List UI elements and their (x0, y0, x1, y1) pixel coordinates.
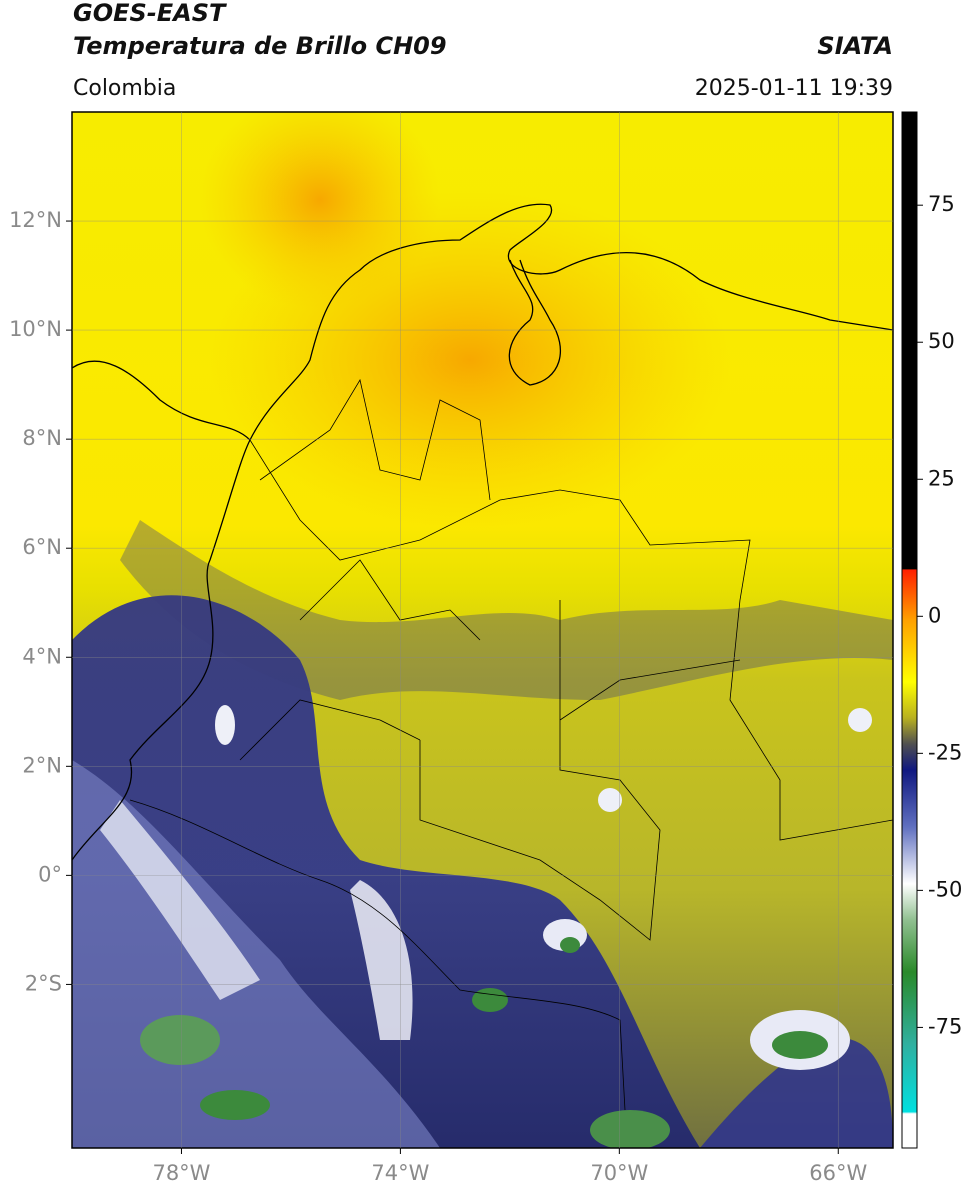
colorbar-tick-label: 50 (928, 329, 955, 353)
satellite-image (72, 112, 893, 1148)
colorbar-tick-label: -50 (928, 877, 962, 901)
colorbar-tick-label: -75 (928, 1014, 962, 1038)
colorbar-tick-label: 25 (928, 466, 955, 490)
y-tick-label: 10°N (9, 317, 62, 341)
x-tick-label: 70°W (590, 1161, 648, 1185)
y-tick-label: 2°N (22, 753, 62, 777)
colorbar (901, 111, 918, 1149)
y-tick-label: 0° (38, 862, 62, 886)
title: GOES-EAST (73, 0, 227, 27)
x-tick-label: 74°W (371, 1161, 429, 1185)
region: Colombia (73, 76, 176, 101)
y-tick-label: 6°N (22, 535, 62, 559)
y-tick-label: 4°N (22, 644, 62, 668)
map-frame (71, 111, 894, 1149)
colorbar-tick-label: 75 (928, 192, 955, 216)
y-tick-label: 8°N (22, 426, 62, 450)
y-tick-label: 2°S (25, 971, 62, 995)
colorbar-tick-label: -25 (928, 740, 962, 764)
y-tick-label: 12°N (9, 208, 62, 232)
subtitle: Temperatura de Brillo CH09 (73, 32, 447, 60)
x-tick-label: 78°W (152, 1161, 210, 1185)
x-tick-label: 66°W (809, 1161, 867, 1185)
colorbar-tick-label: 0 (928, 603, 941, 627)
source: SIATA (817, 32, 893, 60)
datetime: 2025-01-11 19:39 (695, 76, 893, 101)
